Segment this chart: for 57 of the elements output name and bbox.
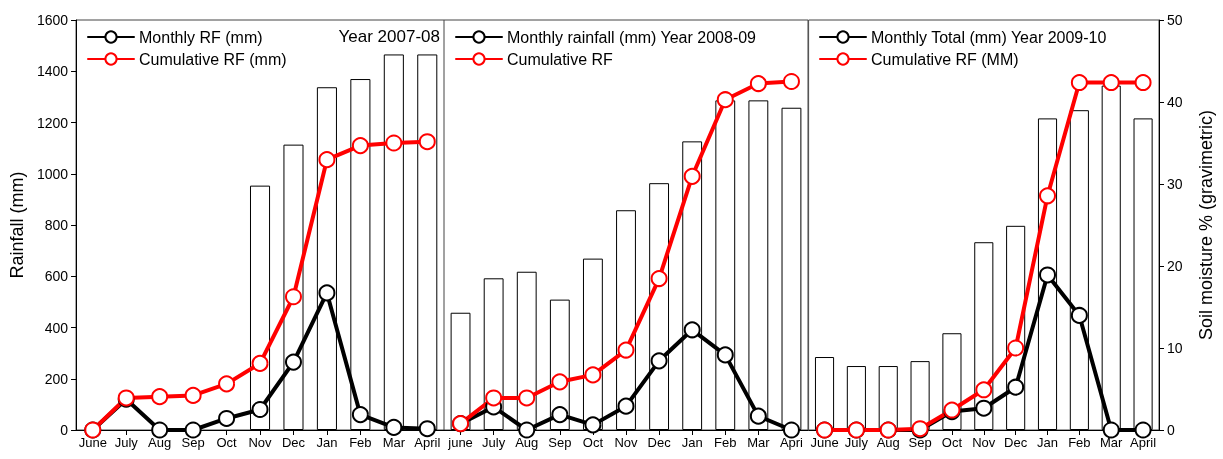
y-tick-label: 800 — [44, 217, 69, 233]
legend-label: Monthly RF (mm) — [139, 28, 263, 46]
x-tick-label: Aug — [515, 435, 539, 450]
legend-label: Monthly rainfall (mm) Year 2008-09 — [507, 28, 757, 46]
y-axis-title: Rainfall (mm) — [7, 171, 27, 279]
y-tick-label: 1400 — [36, 63, 69, 80]
y2-tick-label: 40 — [1167, 94, 1183, 110]
y2-tick-label: 0 — [1167, 422, 1175, 438]
y-tick-label: 1200 — [36, 114, 69, 131]
x-tick-label: Dec — [647, 435, 672, 450]
x-tick-label: Nov — [248, 435, 273, 450]
x-tick-label: Mar — [1100, 435, 1124, 450]
y-tick-label: 200 — [44, 370, 69, 387]
x-tick-label: Feb — [714, 435, 737, 450]
y2-tick-label: 10 — [1167, 340, 1183, 356]
x-tick-label: July — [114, 435, 139, 450]
annotation: Year 2007-08 — [338, 27, 441, 46]
x-tick-label: Jan — [1037, 435, 1058, 450]
x-tick-label: Jan — [681, 435, 703, 450]
legend-label: Cumulative RF — [507, 50, 614, 68]
y2-tick-label: 30 — [1167, 176, 1183, 192]
y-tick-label: 1600 — [36, 12, 69, 28]
x-tick-label: Dec — [281, 435, 306, 450]
x-tick-label: June — [810, 435, 839, 450]
x-tick-label: Aug — [876, 435, 900, 450]
x-tick-label: Sep — [548, 435, 572, 450]
x-tick-label: Oct — [216, 435, 238, 450]
x-tick-label: Feb — [1068, 435, 1091, 450]
x-tick-label: Aug — [148, 435, 172, 450]
x-tick-label: Oct — [582, 435, 604, 450]
x-tick-label: Nov — [614, 435, 639, 450]
legend-label: Cumulative RF (mm) — [139, 50, 287, 68]
x-tick-label: Mar — [747, 435, 771, 450]
y-tick-label: 1000 — [36, 165, 69, 182]
y-tick-label: 400 — [44, 319, 69, 336]
x-tick-label: Sep — [908, 435, 932, 450]
x-tick-label: Nov — [972, 435, 996, 450]
legend-label: Monthly Total (mm) Year 2009-10 — [871, 28, 1107, 46]
x-tick-label: Oct — [941, 435, 963, 450]
x-tick-label: Mar — [382, 435, 406, 450]
x-tick-label: April — [1130, 435, 1157, 450]
x-tick-label: April — [414, 435, 441, 450]
x-tick-label: Apri — [779, 435, 804, 450]
y2-axis-title: Soil moisture % (gravimetric) — [1196, 109, 1216, 341]
x-tick-label: june — [447, 435, 473, 450]
y2-tick-label: 20 — [1167, 258, 1183, 274]
legend-label: Cumulative RF (MM) — [871, 50, 1019, 68]
y2-tick-label: 50 — [1167, 12, 1183, 28]
x-tick-label: July — [482, 435, 506, 450]
x-tick-label: Feb — [349, 435, 372, 450]
x-tick-label: June — [78, 435, 107, 450]
x-tick-label: Jan — [316, 435, 338, 450]
x-tick-label: Sep — [181, 435, 205, 450]
x-tick-label: July — [844, 435, 869, 450]
y-tick-label: 0 — [60, 422, 69, 438]
x-tick-label: Dec — [1004, 435, 1028, 450]
y-tick-label: 600 — [44, 268, 69, 285]
